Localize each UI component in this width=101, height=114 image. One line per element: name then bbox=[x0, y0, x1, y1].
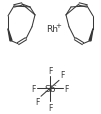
Polygon shape bbox=[89, 30, 93, 41]
Text: F: F bbox=[48, 66, 52, 75]
Text: F: F bbox=[60, 71, 65, 80]
Text: Rh: Rh bbox=[46, 25, 58, 34]
Polygon shape bbox=[8, 30, 12, 41]
Text: +: + bbox=[55, 23, 61, 28]
Text: -: - bbox=[54, 82, 56, 88]
Text: Sb: Sb bbox=[44, 84, 56, 93]
Text: F: F bbox=[48, 103, 52, 112]
Text: F: F bbox=[35, 97, 39, 106]
Text: F: F bbox=[65, 84, 69, 93]
Text: F: F bbox=[31, 84, 35, 93]
